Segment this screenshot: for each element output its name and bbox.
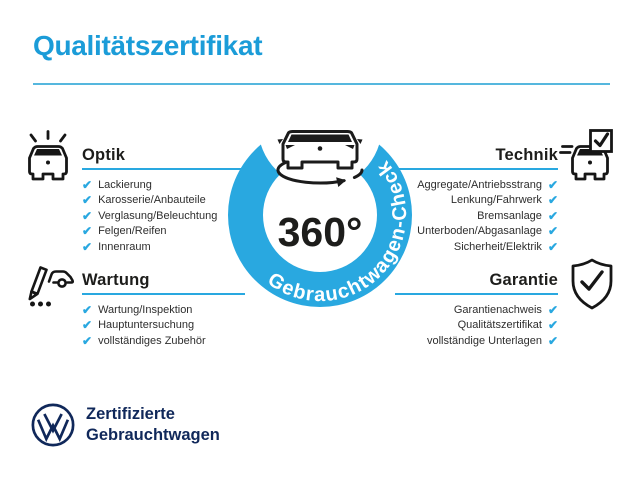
check-icon: ✔ — [82, 239, 93, 254]
checklist-item: Unterboden/Abgasanlage ✔ — [395, 224, 558, 240]
checklist-item: ✔ vollständiges Zubehör — [82, 333, 245, 349]
car-shine-icon — [28, 130, 68, 181]
item-label: Unterboden/Abgasanlage — [417, 225, 542, 238]
checklist-technik: Aggregate/Antriebsstrang ✔ Lenkung/Fahrwe… — [395, 177, 558, 255]
section-wartung: Wartung ✔ Wartung/Inspektion ✔ Hauptunters… — [82, 270, 245, 349]
item-label: vollständiges Zubehör — [98, 334, 206, 347]
checklist-item: ✔ Verglasung/Beleuchtung — [82, 208, 245, 224]
checklist-wartung: ✔ Wartung/Inspektion ✔ Hauptuntersuchung ✔… — [82, 302, 245, 349]
checklist-item: ✔ Lackierung — [82, 177, 245, 193]
section-garantie: Garantie Garantienachweis ✔ Qualitätszert… — [395, 270, 558, 349]
check-icon: ✔ — [547, 239, 558, 254]
section-title-optik: Optik — [82, 146, 126, 164]
item-label: Sicherheit/Elektrik — [453, 240, 542, 253]
checklist-optik: ✔ Lackierung ✔ Karosserie/Anbauteile ✔ Verg… — [82, 177, 245, 255]
section-divider — [82, 293, 245, 295]
check-icon: ✔ — [547, 177, 558, 192]
item-label: Garantienachweis — [453, 303, 542, 316]
item-label: Bremsanlage — [477, 209, 542, 222]
checklist-item: Lenkung/Fahrwerk ✔ — [395, 193, 558, 209]
check-icon: ✔ — [547, 208, 558, 223]
item-label: Aggregate/Antriebsstrang — [417, 178, 542, 191]
section-divider — [395, 293, 558, 295]
checklist-item: Qualitätszertifikat ✔ — [395, 318, 558, 334]
check-icon: ✔ — [547, 302, 558, 317]
check-icon: ✔ — [547, 224, 558, 239]
section-divider — [82, 168, 245, 170]
pen-car-service-icon — [28, 266, 75, 307]
section-technik: Technik Aggregate/Antriebsstrang ✔ Lenkun… — [395, 145, 558, 255]
item-label: Felgen/Reifen — [98, 225, 167, 238]
check-icon: ✔ — [82, 302, 93, 317]
item-label: Wartung/Inspektion — [98, 303, 193, 316]
section-title-wartung: Wartung — [82, 271, 150, 289]
brand-wordmark: Zertifizierte Gebrauchtwagen — [86, 404, 220, 446]
section-title-garantie: Garantie — [489, 271, 558, 289]
shield-check-icon — [571, 258, 613, 310]
item-label: Lenkung/Fahrwerk — [450, 194, 542, 207]
checklist-item: ✔ Karosserie/Anbauteile — [82, 193, 245, 209]
car-checkbox-icon — [559, 129, 613, 181]
checklist-item: Bremsanlage ✔ — [395, 208, 558, 224]
check-icon: ✔ — [547, 193, 558, 208]
item-label: Karosserie/Anbauteile — [98, 194, 206, 207]
checklist-item: ✔ Felgen/Reifen — [82, 224, 245, 240]
checklist-item: ✔ Wartung/Inspektion — [82, 302, 245, 318]
item-label: Verglasung/Beleuchtung — [98, 209, 218, 222]
brand-line2: Gebrauchtwagen — [86, 426, 220, 444]
header-divider — [33, 83, 610, 85]
car-rotation-icon — [276, 130, 364, 187]
checklist-item: Garantienachweis ✔ — [395, 302, 558, 318]
checklist-garantie: Garantienachweis ✔ Qualitätszertifikat ✔ v… — [395, 302, 558, 349]
item-label: Lackierung — [98, 178, 152, 191]
item-label: Hauptuntersuchung — [98, 319, 195, 332]
section-optik: Optik ✔ Lackierung ✔ Karosserie/Anbauteile… — [82, 145, 245, 255]
checklist-item: vollständige Unterlagen ✔ — [395, 333, 558, 349]
section-divider — [395, 168, 558, 170]
checklist-item: ✔ Hauptuntersuchung — [82, 318, 245, 334]
360-check-ring: Gebrauchtwagen-Check 360° — [228, 110, 412, 307]
check-icon: ✔ — [82, 224, 93, 239]
brand-line1: Zertifizierte — [86, 405, 175, 423]
item-label: vollständige Unterlagen — [426, 334, 542, 347]
vw-logo — [31, 403, 75, 447]
section-title-technik: Technik — [495, 146, 558, 164]
item-label: Innenraum — [98, 240, 151, 253]
item-label: Qualitätszertifikat — [457, 319, 542, 332]
checklist-item: ✔ Innenraum — [82, 239, 245, 255]
check-icon: ✔ — [547, 333, 558, 348]
checklist-item: Aggregate/Antriebsstrang ✔ — [395, 177, 558, 193]
check-icon: ✔ — [82, 333, 93, 348]
check-icon: ✔ — [82, 193, 93, 208]
checklist-item: Sicherheit/Elektrik ✔ — [395, 239, 558, 255]
degrees-label: 360° — [278, 209, 363, 255]
check-icon: ✔ — [547, 318, 558, 333]
check-icon: ✔ — [82, 318, 93, 333]
page-title: Qualitätszertifikat — [33, 30, 263, 61]
check-icon: ✔ — [82, 208, 93, 223]
check-icon: ✔ — [82, 177, 93, 192]
